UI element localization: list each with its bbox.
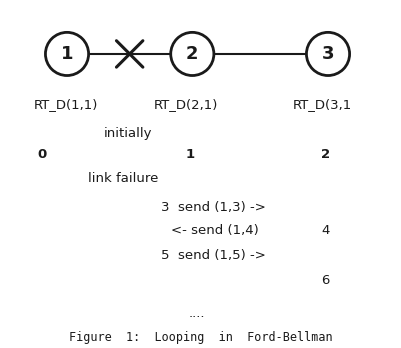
Text: 0: 0 [37, 148, 47, 161]
Text: <- send (1,4): <- send (1,4) [171, 224, 259, 237]
Text: RT_D(1,1): RT_D(1,1) [34, 98, 98, 111]
Text: 1: 1 [61, 45, 73, 63]
Text: 3  send (1,3) ->: 3 send (1,3) -> [160, 200, 265, 214]
Text: RT_D(2,1): RT_D(2,1) [154, 98, 218, 111]
Text: 5  send (1,5) ->: 5 send (1,5) -> [160, 249, 265, 262]
Text: 2: 2 [186, 45, 198, 63]
Text: 3: 3 [321, 45, 334, 63]
Text: ....: .... [188, 307, 205, 320]
Text: RT_D(3,1: RT_D(3,1 [292, 98, 352, 111]
Text: link failure: link failure [88, 172, 158, 185]
Circle shape [170, 32, 213, 76]
Circle shape [45, 32, 88, 76]
Text: Figure  1:  Looping  in  Ford-Bellman: Figure 1: Looping in Ford-Bellman [69, 331, 332, 344]
Circle shape [306, 32, 349, 76]
Text: 2: 2 [320, 148, 329, 161]
Text: 6: 6 [320, 274, 328, 287]
Text: 1: 1 [185, 148, 194, 161]
Text: initially: initially [103, 127, 152, 141]
Text: 4: 4 [320, 224, 328, 237]
